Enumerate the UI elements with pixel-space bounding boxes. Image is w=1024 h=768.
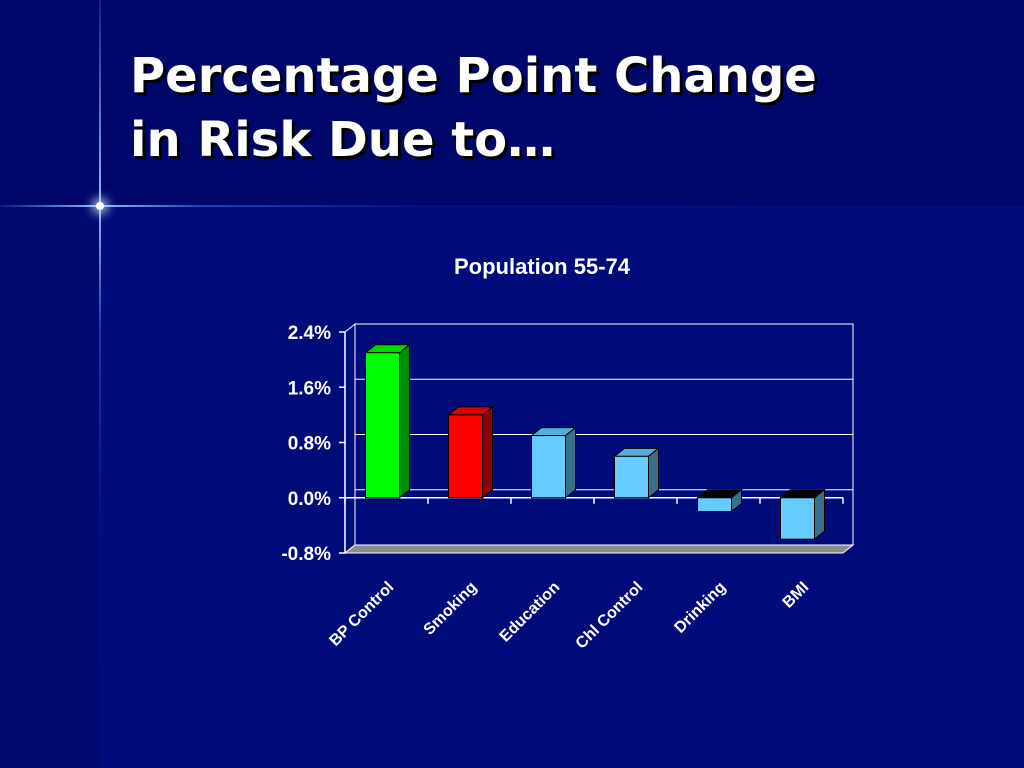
bar-side-2 bbox=[482, 405, 493, 499]
bar-4 bbox=[614, 455, 649, 499]
bar-1 bbox=[365, 352, 400, 499]
slide-title-line-2: in Risk Due to… bbox=[130, 112, 556, 168]
bar-side-4 bbox=[648, 447, 659, 499]
x-tick-label: Chl Control bbox=[573, 579, 647, 653]
bar-2 bbox=[448, 414, 483, 499]
bar-side-3 bbox=[565, 426, 576, 499]
light-flare bbox=[96, 202, 104, 210]
bar-5 bbox=[697, 497, 732, 513]
x-tick-label: Smoking bbox=[421, 579, 481, 639]
slide-title: Percentage Point Change in Risk Due to… bbox=[130, 44, 990, 172]
x-tick-label: Education bbox=[497, 579, 564, 646]
bar-side-1 bbox=[399, 343, 410, 499]
x-tick-label: BP Control bbox=[326, 579, 397, 650]
bar-6 bbox=[780, 497, 815, 540]
x-tick-label: BMI bbox=[780, 579, 813, 612]
chart-side-wall bbox=[344, 322, 356, 555]
chart-floor bbox=[343, 544, 855, 554]
vertical-light-line bbox=[99, 0, 101, 768]
y-tick-label: 0.0% bbox=[288, 489, 331, 510]
y-tick-label: 1.6% bbox=[288, 378, 331, 399]
horizontal-light-line bbox=[0, 205, 1024, 207]
left-band bbox=[0, 206, 100, 768]
bar-3 bbox=[531, 435, 566, 499]
y-tick-label: -0.8% bbox=[281, 544, 331, 565]
y-tick-label: 2.4% bbox=[288, 323, 331, 344]
bar-side-6 bbox=[814, 488, 825, 541]
chart-title: Population 55-74 bbox=[454, 254, 631, 279]
plot-area: 2.4% 1.6% 0.8% 0.0% -0.8% BP Control Smoking Ed… bbox=[281, 322, 855, 653]
slide-title-line-1: Percentage Point Change bbox=[130, 48, 817, 104]
title-band bbox=[0, 0, 1024, 206]
y-tick-label: 0.8% bbox=[288, 434, 331, 455]
x-tick-label: Drinking bbox=[671, 579, 729, 637]
